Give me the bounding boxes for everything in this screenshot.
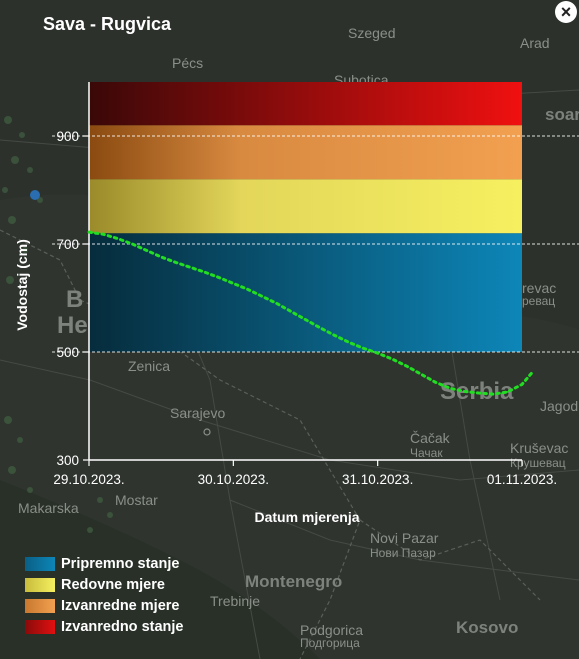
map-place-label: Zenica bbox=[128, 358, 171, 374]
band-redovne-mjere bbox=[89, 179, 522, 234]
map-place-label: Sarajevo bbox=[170, 405, 226, 421]
map-place-label: Jagod bbox=[540, 398, 579, 414]
tick-labels: 300 500 700 900 29.10.2023. 30.10.2023. 31.10.… bbox=[53, 129, 557, 487]
map-place-label: revac bbox=[522, 280, 557, 296]
y-tick-label: 300 bbox=[56, 453, 79, 468]
legend-swatch bbox=[25, 598, 55, 613]
map-place-label: Makarska bbox=[18, 500, 79, 516]
legend-label: Izvanredno stanje bbox=[61, 618, 184, 635]
legend-label: Pripremno stanje bbox=[61, 555, 180, 572]
legend-item-pripremno: Pripremno stanje bbox=[25, 553, 183, 574]
y-axis-title: Vodostaj (cm) bbox=[14, 239, 30, 331]
map-place-label: Подгорица bbox=[300, 636, 360, 650]
close-icon: × bbox=[560, 2, 572, 22]
legend-swatch bbox=[25, 619, 55, 634]
map-place-label: Крушевац bbox=[510, 456, 566, 470]
legend-swatch bbox=[25, 556, 55, 571]
map-place-label: Čačak bbox=[410, 430, 450, 446]
map-place-label: Чачак bbox=[410, 446, 443, 460]
map-place-label: Arad bbox=[520, 35, 550, 51]
legend-item-redovne: Redovne mjere bbox=[25, 574, 183, 595]
grid-lines bbox=[52, 135, 579, 353]
popup-title: Sava - Rugvica bbox=[43, 14, 172, 34]
band-izvanredno-stanje bbox=[89, 82, 522, 126]
x-tick-label: 29.10.2023. bbox=[53, 472, 124, 487]
y-tick-label: 700 bbox=[56, 237, 79, 252]
legend-item-izvanredne: Izvanredne mjere bbox=[25, 595, 183, 616]
legend-swatch bbox=[25, 577, 55, 592]
axes bbox=[83, 82, 523, 466]
y-tick-label: 500 bbox=[56, 345, 79, 360]
band-izvanredne-mjere bbox=[89, 125, 522, 180]
close-button[interactable]: × bbox=[555, 1, 577, 23]
map-place-label: B bbox=[66, 286, 84, 313]
legend-label: Redovne mjere bbox=[61, 576, 165, 593]
x-tick-label: 01.11.2023. bbox=[487, 472, 557, 487]
y-tick-label: 900 bbox=[56, 129, 79, 144]
x-tick-label: 30.10.2023. bbox=[198, 472, 269, 487]
series-water-level bbox=[87, 230, 534, 396]
map-place-label: Szeged bbox=[348, 25, 396, 41]
map-place-label: Montenegro bbox=[245, 572, 343, 591]
x-tick-label: 31.10.2023. bbox=[342, 472, 413, 487]
map-place-label: soara bbox=[545, 105, 579, 124]
map-place-label: Podgorica bbox=[300, 622, 364, 638]
legend-item-izvanredno: Izvanredno stanje bbox=[25, 616, 183, 637]
series-line bbox=[87, 230, 534, 396]
band-pripremno-stanje bbox=[89, 233, 522, 352]
x-axis-title: Datum mjerenja bbox=[254, 509, 359, 525]
legend-label: Izvanredne mjere bbox=[61, 597, 180, 614]
map-place-label: Kosovo bbox=[456, 618, 519, 637]
map-place-label: Нови Пазар bbox=[370, 546, 436, 560]
threshold-bands bbox=[89, 82, 522, 352]
map-place-label: Pécs bbox=[172, 55, 204, 71]
map-place-label: Mostar bbox=[115, 492, 158, 508]
map-place-label: ревац bbox=[522, 294, 556, 308]
legend: Pripremno stanje Redovne mjere Izvanredn… bbox=[25, 553, 183, 637]
map-place-label: He bbox=[57, 312, 88, 339]
map-place-label: Kruševac bbox=[510, 440, 569, 456]
map-place-label: Novi Pazar bbox=[370, 530, 439, 546]
map-place-label: Trebinje bbox=[210, 593, 261, 609]
map-place-label: Serbia bbox=[440, 378, 514, 405]
